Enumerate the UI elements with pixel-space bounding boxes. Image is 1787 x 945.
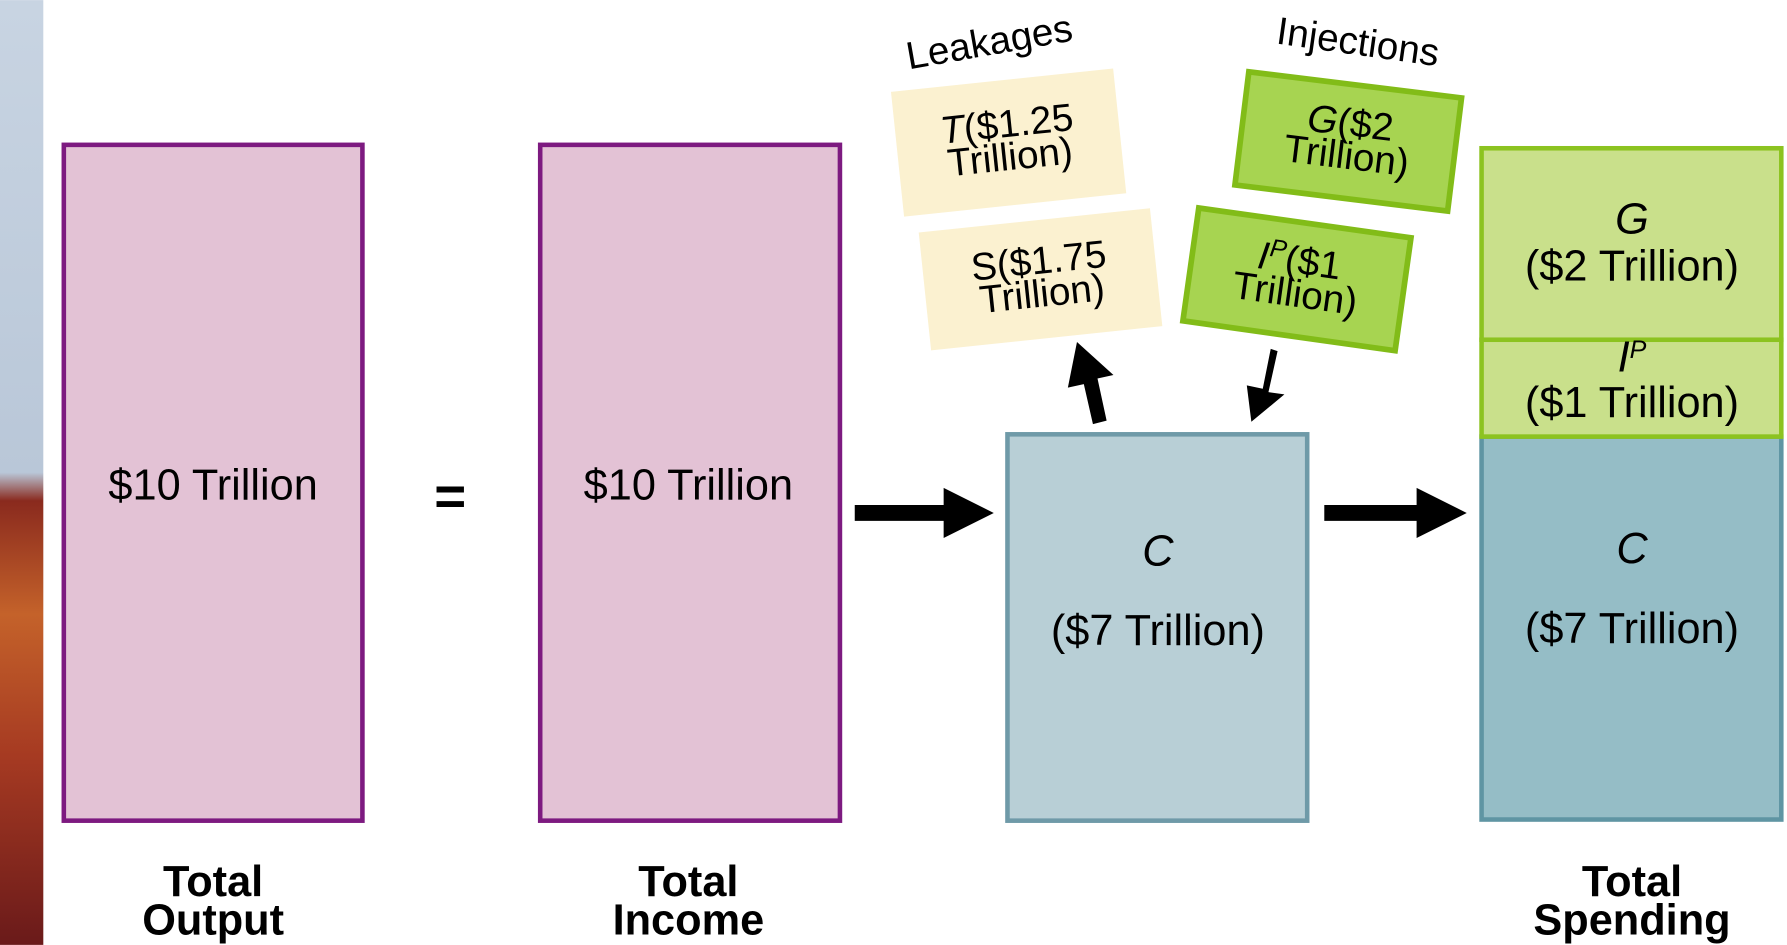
spending-amount: ($1 Trillion) — [1525, 379, 1739, 427]
injection-symbol: G — [1305, 97, 1340, 143]
consumption-amount: ($7 Trillion) — [1051, 607, 1265, 655]
equals-sign: = — [434, 465, 466, 527]
spending-symbol: G — [1615, 196, 1649, 244]
injection-investment: IP($1 Trillion) — [1179, 204, 1415, 354]
arrow — [854, 487, 994, 539]
output-label: $10 Trillion — [108, 461, 317, 509]
output-caption: Output — [142, 897, 284, 945]
leakage-saving: S($1.75 Trillion) — [918, 208, 1163, 351]
income-box — [537, 142, 843, 823]
income-caption: Total — [638, 858, 738, 906]
injection-line: IP($1 — [1255, 233, 1344, 289]
leakage-symbol: S — [969, 244, 999, 289]
leakage-box — [890, 68, 1127, 217]
output-box — [61, 142, 365, 823]
injections-title: Injections — [1274, 10, 1442, 75]
spending-caption: Spending — [1533, 897, 1730, 945]
injection-box — [1179, 204, 1415, 354]
spending-superscript: P — [1630, 336, 1647, 364]
arrow-down — [1246, 348, 1285, 422]
spending-amount: ($7 Trillion) — [1525, 605, 1739, 653]
leakage-box — [918, 208, 1163, 351]
consumption-box — [1005, 432, 1310, 823]
spending-symbol: C — [1616, 525, 1648, 573]
injection-line: G($2 — [1305, 97, 1396, 150]
spending-amount: ($2 Trillion) — [1525, 242, 1739, 290]
injection-amount: ($1 — [1282, 238, 1343, 288]
income-label: $10 Trillion — [584, 461, 793, 509]
arrow — [1324, 487, 1467, 539]
spending-government — [1479, 145, 1784, 343]
spending-consumption — [1479, 434, 1784, 822]
leakage-tax: T($1.25 Trillion) — [890, 68, 1127, 217]
spending-symbol: IP — [1618, 334, 1647, 382]
injection-superscript: P — [1268, 234, 1289, 264]
spending-caption: Total — [1582, 858, 1682, 906]
arrow-up — [1067, 342, 1114, 425]
side-strip — [0, 0, 44, 945]
leakages-title: Leakages — [903, 7, 1076, 79]
spending-symbol-letter: I — [1618, 334, 1630, 382]
injection-box — [1231, 68, 1465, 215]
output-caption: Total — [163, 858, 263, 906]
income-caption: Income — [613, 897, 765, 945]
consumption-symbol: C — [1142, 527, 1174, 575]
spending-investment — [1479, 337, 1784, 439]
injection-government: G($2 Trillion) — [1231, 68, 1465, 215]
injection-amount: ($2 — [1335, 100, 1396, 150]
